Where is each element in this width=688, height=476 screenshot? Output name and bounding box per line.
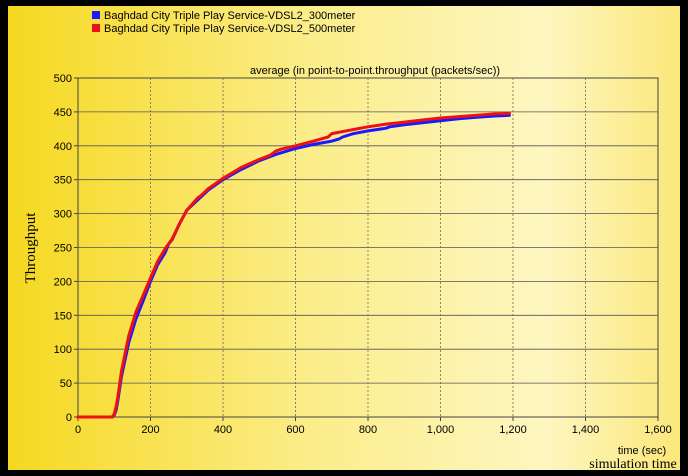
x-tick-label: 1,400 [572,424,600,436]
series-line-500m [76,111,511,419]
y-tick-label: 0 [66,412,72,424]
legend-label-300m: Baghdad City Triple Play Service-VDSL2_3… [104,10,356,22]
x-tick-label: 0 [75,424,81,436]
y-tick-label: 450 [54,107,72,119]
x-tick-label: 1,000 [427,424,455,436]
y-axis-ticks: 0 50 100 150 200 250 300 350 400 450 500 [54,73,78,424]
series-lines [76,111,511,419]
grid-lines [78,78,658,417]
y-tick-label: 100 [54,344,72,356]
y-tick-label: 500 [54,73,72,85]
legend-swatch-500m [92,24,100,32]
y-tick-label: 50 [60,378,72,390]
y-tick-label: 300 [54,209,72,221]
y-tick-label: 400 [54,141,72,153]
x-axis-label: time (sec) [618,445,666,457]
legend-label-500m: Baghdad City Triple Play Service-VDSL2_5… [104,23,356,35]
x-tick-label: 1,600 [644,424,672,436]
y-tick-label: 350 [54,175,72,187]
simulation-time-label: simulation time [589,457,677,470]
y-tick-label: 200 [54,276,72,288]
legend: Baghdad City Triple Play Service-VDSL2_3… [92,10,356,35]
throughput-chart: Baghdad City Triple Play Service-VDSL2_3… [8,6,680,470]
x-tick-label: 600 [286,424,304,436]
x-tick-label: 1,200 [499,424,527,436]
x-axis-ticks: 0 200 400 600 800 1,000 1,200 1,400 1,600 [75,417,672,436]
legend-swatch-300m [92,11,100,19]
x-tick-label: 800 [359,424,377,436]
x-tick-label: 200 [141,424,159,436]
y-axis-label: Throughput [23,212,39,284]
y-tick-label: 150 [54,310,72,322]
chart-title: average (in point-to-point.throughput (p… [250,65,500,77]
y-tick-label: 250 [54,243,72,255]
x-tick-label: 400 [214,424,232,436]
